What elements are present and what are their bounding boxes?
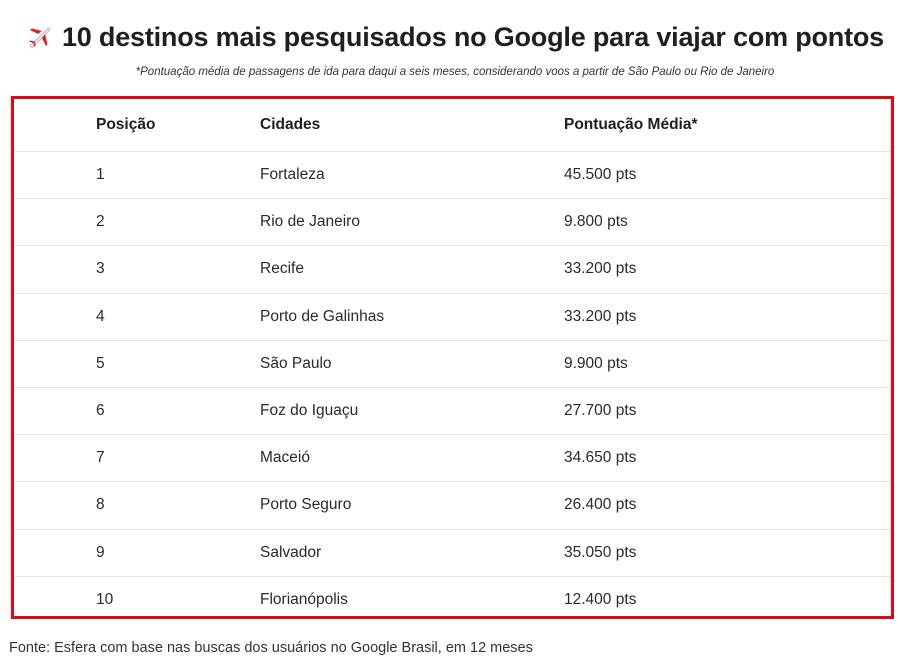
table-row: 8 Porto Seguro 26.400 pts	[14, 481, 891, 530]
cell-city: Porto de Galinhas	[260, 293, 564, 341]
column-header-score: Pontuação Média*	[564, 99, 891, 152]
cell-city: São Paulo	[260, 340, 564, 388]
cell-score: 33.200 pts	[564, 245, 891, 294]
table-row: 5 São Paulo 9.900 pts	[14, 340, 891, 388]
cell-score: 34.650 pts	[564, 434, 891, 483]
cell-position: 10	[96, 590, 114, 608]
cell-score: 9.900 pts	[564, 340, 891, 388]
table-row: 4 Porto de Galinhas 33.200 pts	[14, 293, 891, 341]
cell-position: 6	[14, 387, 260, 436]
table-row: 9 Salvador 35.050 pts	[14, 529, 891, 577]
cell-city: Salvador	[260, 529, 564, 577]
source-footnote: Fonte: Esfera com base nas buscas dos us…	[9, 640, 533, 656]
ranking-table-frame: Posição Cidades Pontuação Média* 1 Forta…	[11, 96, 894, 619]
cell-position: 1	[14, 151, 260, 200]
cell-position: 5	[14, 340, 260, 388]
column-header-position: Posição	[14, 99, 260, 152]
cell-score: 45.500 pts	[564, 151, 891, 200]
cell-score: 9.800 pts	[564, 198, 891, 247]
cell-position: 8	[14, 481, 260, 530]
airplane-icon	[28, 27, 51, 49]
table-row: 10 Florianópolis 12.400 pts	[14, 576, 891, 623]
cell-score: 26.400 pts	[564, 481, 891, 530]
title-row: 10 destinos mais pesquisados no Google p…	[0, 18, 910, 56]
cell-position: 3	[14, 245, 260, 294]
ranking-table: Posição Cidades Pontuação Média* 1 Forta…	[14, 99, 891, 623]
cell-city: Maceió	[260, 434, 564, 483]
table-row: 3 Recife 33.200 pts	[14, 245, 891, 294]
cell-city: Recife	[260, 245, 564, 294]
table-row: 2 Rio de Janeiro 9.800 pts	[14, 198, 891, 247]
table-header-row: Posição Cidades Pontuação Média*	[14, 99, 891, 152]
cell-city: Florianópolis	[260, 590, 348, 608]
cell-city: Rio de Janeiro	[260, 198, 564, 247]
header: 10 destinos mais pesquisados no Google p…	[0, 0, 910, 78]
cell-score: 35.050 pts	[564, 529, 891, 577]
table-row: 6 Foz do Iguaçu 27.700 pts	[14, 387, 891, 436]
cell-position: 2	[14, 198, 260, 247]
cell-city: Fortaleza	[260, 151, 564, 200]
cell-city: Porto Seguro	[260, 481, 564, 530]
subtitle-note: *Pontuação média de passagens de ida par…	[135, 66, 775, 78]
cell-position: 9	[14, 529, 260, 577]
cell-city: Foz do Iguaçu	[260, 387, 564, 436]
cell-score: 33.200 pts	[564, 293, 891, 341]
column-header-city: Cidades	[260, 99, 564, 152]
table-row: 7 Maceió 34.650 pts	[14, 434, 891, 483]
page-title: 10 destinos mais pesquisados no Google p…	[61, 21, 885, 52]
cell-score: 12.400 pts	[564, 590, 637, 608]
cell-score: 27.700 pts	[564, 387, 891, 436]
table-row: 1 Fortaleza 45.500 pts	[14, 151, 891, 200]
cell-position: 4	[14, 293, 260, 341]
cell-position: 7	[14, 434, 260, 483]
